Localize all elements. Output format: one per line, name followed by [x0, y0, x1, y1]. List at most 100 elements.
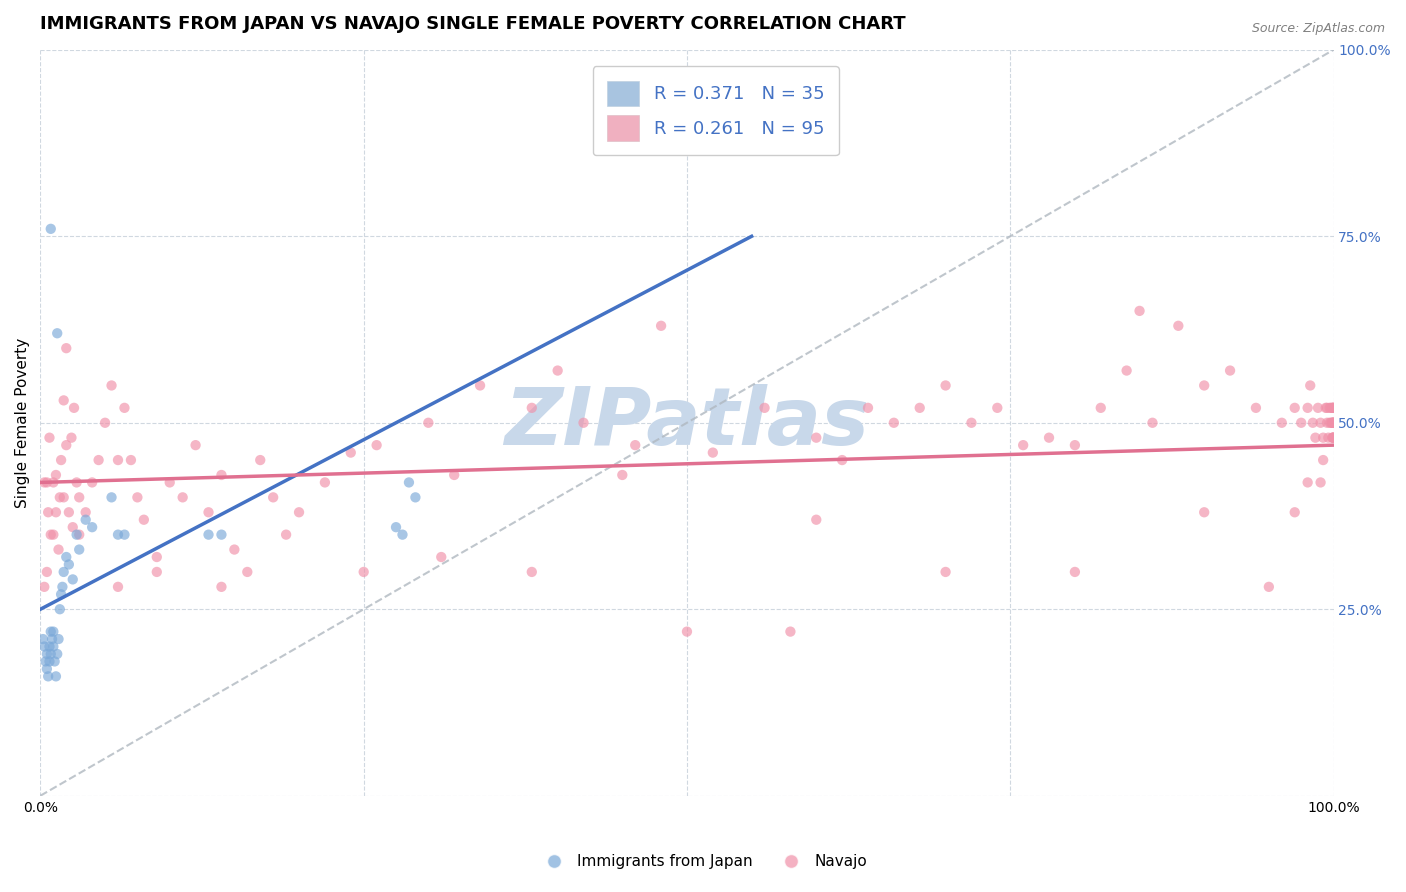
Point — [1289, 416, 1312, 430]
Point — [42, 527, 65, 541]
Point — [172, 491, 194, 505]
Point — [1322, 416, 1344, 430]
Point — [1192, 378, 1215, 392]
Point — [520, 401, 543, 415]
Point — [211, 580, 233, 594]
Point — [39, 647, 62, 661]
Legend: R = 0.371   N = 35, R = 0.261   N = 95: R = 0.371 N = 35, R = 0.261 N = 95 — [592, 66, 839, 155]
Point — [1064, 438, 1087, 452]
Point — [159, 475, 181, 490]
Point — [1064, 565, 1087, 579]
Point — [224, 542, 246, 557]
Point — [107, 453, 129, 467]
Point — [1296, 475, 1319, 490]
Point — [547, 363, 569, 377]
Point — [935, 378, 957, 392]
Point — [34, 475, 56, 490]
Point — [55, 549, 77, 564]
Text: Source: ZipAtlas.com: Source: ZipAtlas.com — [1251, 22, 1385, 36]
Point — [1320, 416, 1343, 430]
Point — [1322, 401, 1344, 415]
Point — [67, 542, 90, 557]
Point — [935, 565, 957, 579]
Point — [63, 401, 86, 415]
Point — [1115, 363, 1137, 377]
Point — [430, 549, 453, 564]
Point — [1192, 505, 1215, 519]
Point — [1299, 378, 1322, 392]
Point — [443, 467, 465, 482]
Point — [39, 624, 62, 639]
Point — [520, 565, 543, 579]
Point — [1319, 401, 1341, 415]
Point — [1167, 318, 1189, 333]
Point — [1302, 416, 1324, 430]
Point — [45, 505, 67, 519]
Point — [398, 475, 420, 490]
Point — [1322, 431, 1344, 445]
Point — [831, 453, 853, 467]
Point — [39, 222, 62, 236]
Point — [806, 431, 828, 445]
Point — [1244, 401, 1267, 415]
Point — [37, 669, 59, 683]
Point — [39, 527, 62, 541]
Point — [1312, 431, 1334, 445]
Point — [120, 453, 142, 467]
Point — [60, 431, 83, 445]
Point — [55, 438, 77, 452]
Point — [1305, 431, 1327, 445]
Point — [52, 393, 75, 408]
Point — [184, 438, 207, 452]
Point — [42, 640, 65, 654]
Point — [572, 416, 595, 430]
Legend: Immigrants from Japan, Navajo: Immigrants from Japan, Navajo — [533, 848, 873, 875]
Point — [49, 491, 72, 505]
Point — [1309, 416, 1331, 430]
Point — [366, 438, 388, 452]
Point — [75, 505, 97, 519]
Point — [48, 542, 70, 557]
Point — [274, 527, 297, 541]
Point — [1322, 401, 1344, 415]
Point — [45, 669, 67, 683]
Point — [35, 647, 58, 661]
Point — [114, 401, 136, 415]
Point — [1090, 401, 1112, 415]
Point — [1128, 304, 1150, 318]
Text: ZIPatlas: ZIPatlas — [505, 384, 869, 462]
Point — [1320, 401, 1343, 415]
Point — [1284, 505, 1306, 519]
Point — [58, 558, 80, 572]
Point — [82, 520, 104, 534]
Point — [1322, 431, 1344, 445]
Point — [100, 491, 122, 505]
Point — [46, 647, 69, 661]
Point — [1322, 416, 1344, 430]
Point — [52, 565, 75, 579]
Point — [67, 527, 90, 541]
Point — [385, 520, 408, 534]
Point — [51, 580, 73, 594]
Point — [211, 467, 233, 482]
Point — [1317, 431, 1340, 445]
Point — [1322, 401, 1344, 415]
Point — [38, 655, 60, 669]
Point — [288, 505, 311, 519]
Point — [404, 491, 426, 505]
Point — [34, 640, 56, 654]
Point — [1322, 416, 1344, 430]
Point — [236, 565, 259, 579]
Point — [37, 505, 59, 519]
Point — [1322, 401, 1344, 415]
Point — [44, 655, 66, 669]
Point — [1306, 401, 1329, 415]
Point — [856, 401, 879, 415]
Point — [42, 475, 65, 490]
Point — [314, 475, 336, 490]
Point — [62, 520, 84, 534]
Point — [1309, 475, 1331, 490]
Point — [262, 491, 284, 505]
Point — [1284, 401, 1306, 415]
Point — [100, 378, 122, 392]
